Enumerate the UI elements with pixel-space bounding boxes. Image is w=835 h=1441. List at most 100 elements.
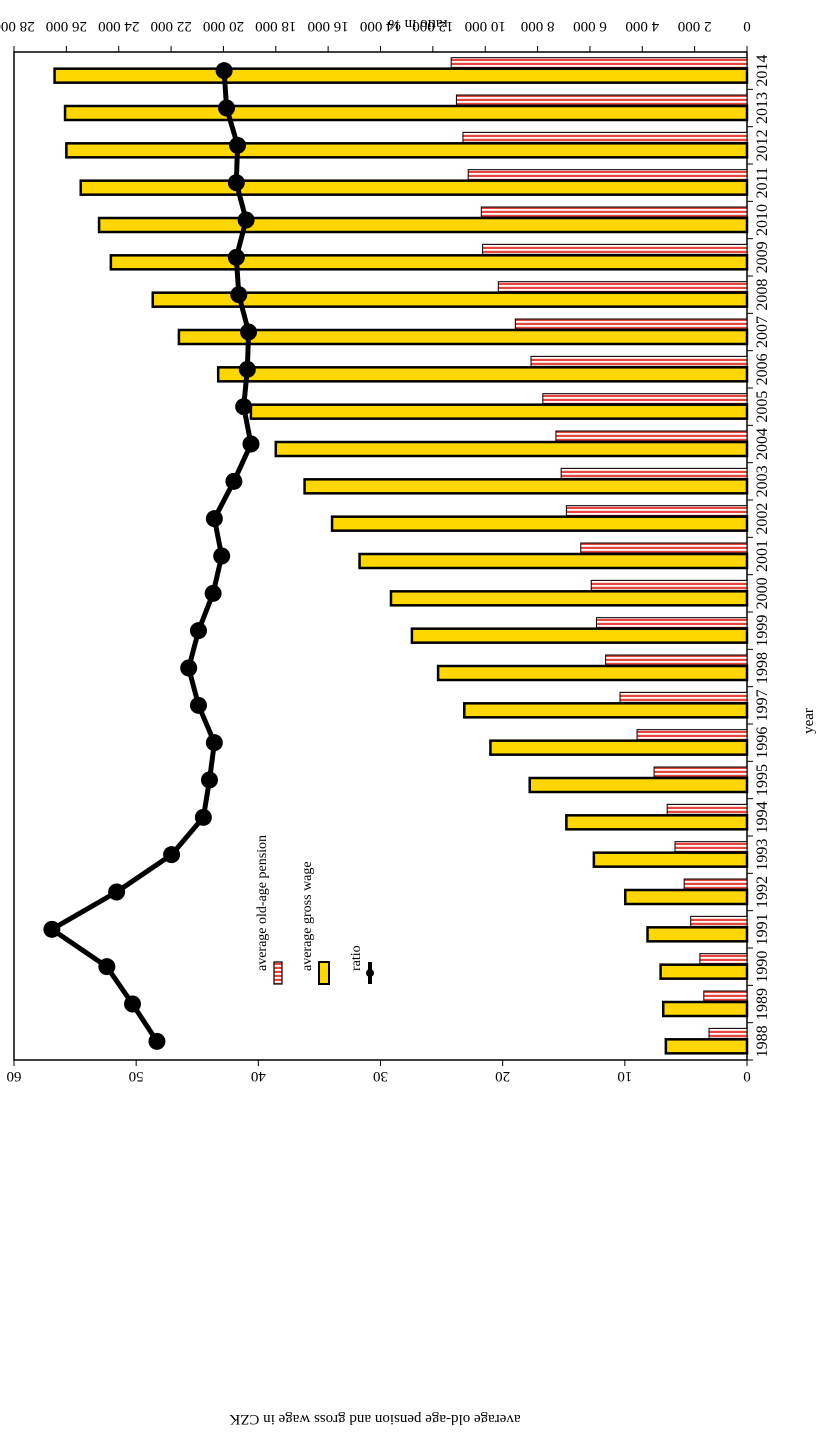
ratio-point-2002 bbox=[205, 510, 223, 528]
bar-wage-2002 bbox=[330, 515, 749, 532]
bar-pension-1997 bbox=[619, 691, 748, 703]
legend-label-pension: average old-age pension bbox=[255, 835, 270, 971]
x-tick-label-1996: 1996 bbox=[754, 727, 771, 759]
bar-pension-2010 bbox=[480, 206, 748, 218]
ratio-point-1991 bbox=[43, 920, 61, 938]
bar-wage-2001 bbox=[358, 552, 749, 570]
legend-swatch-pension bbox=[273, 961, 283, 985]
y-tick-label-2: 4 000 bbox=[625, 18, 659, 34]
y-tick-label-5: 10 000 bbox=[465, 18, 506, 34]
bar-pension-1995 bbox=[653, 766, 748, 778]
y-tick-label-9: 18 000 bbox=[255, 18, 296, 34]
bar-wage-1997 bbox=[463, 702, 749, 719]
ratio-point-2012 bbox=[229, 136, 247, 154]
bar-pension-2003 bbox=[560, 467, 748, 479]
y-tick-label-13: 26 000 bbox=[46, 18, 87, 34]
x-tick-label-2013: 2013 bbox=[754, 92, 771, 124]
y-tick-label-14: 28 000 bbox=[0, 18, 35, 34]
bar-wage-2011 bbox=[79, 179, 749, 196]
x-tick-label-1991: 1991 bbox=[754, 913, 771, 945]
bar-wage-2007 bbox=[177, 328, 749, 346]
y2-tick-label-2: 20 bbox=[495, 1068, 510, 1084]
bar-pension-1989 bbox=[703, 990, 748, 1002]
y2-tick-label-1: 10 bbox=[617, 1068, 632, 1084]
ratio-point-2000 bbox=[204, 584, 222, 602]
ratio-point-1989 bbox=[124, 995, 142, 1013]
x-tick-label-2001: 2001 bbox=[754, 540, 771, 572]
ratio-point-1999 bbox=[189, 622, 207, 640]
x-tick-label-2003: 2003 bbox=[754, 465, 771, 497]
y-tick-label-10: 20 000 bbox=[203, 18, 244, 34]
bar-pension-2008 bbox=[497, 281, 748, 293]
x-tick-label-2009: 2009 bbox=[754, 241, 771, 273]
bar-pension-2014 bbox=[450, 57, 748, 69]
ratio-point-1990 bbox=[98, 958, 116, 976]
ratio-point-2005 bbox=[235, 398, 253, 416]
ratio-point-2013 bbox=[218, 99, 236, 117]
x-tick-label-2012: 2012 bbox=[754, 129, 771, 161]
legend: average old-age pension average gross wa… bbox=[255, 835, 374, 985]
bar-wage-1991 bbox=[646, 926, 749, 943]
chart-rotation-group: 0 2 000 4 000 6 000 8 000 10 000 12 000 14 000 1… bbox=[0, 16, 817, 1427]
bar-wage-2003 bbox=[303, 478, 749, 495]
bar-wage-1999 bbox=[410, 627, 749, 644]
y-tick-label-0: 0 bbox=[743, 18, 751, 34]
bar-pension-2009 bbox=[482, 243, 748, 255]
x-tick-label-2011: 2011 bbox=[754, 167, 771, 198]
bar-pension-1993 bbox=[674, 841, 748, 853]
ratio-point-1996 bbox=[205, 734, 223, 752]
ratio-point-2011 bbox=[227, 174, 245, 192]
x-tick-label-1994: 1994 bbox=[754, 801, 771, 833]
bar-pension-2007 bbox=[514, 318, 748, 330]
x-tick-label-1999: 1999 bbox=[754, 615, 771, 647]
bar-wage-2013 bbox=[63, 104, 749, 122]
legend-label-ratio: ratio bbox=[349, 945, 364, 971]
legend-label-wage: average gross wage bbox=[300, 861, 315, 971]
x-tick-label-2000: 2000 bbox=[754, 577, 771, 609]
x-tick-label-2005: 2005 bbox=[754, 391, 771, 423]
bar-pension-1999 bbox=[595, 617, 748, 629]
bar-pension-1990 bbox=[699, 953, 748, 965]
bar-pension-2006 bbox=[530, 355, 748, 367]
x-tick-label-2014: 2014 bbox=[754, 55, 771, 87]
x-tick-label-2004: 2004 bbox=[754, 428, 771, 460]
x-tick-label-1989: 1989 bbox=[754, 988, 771, 1020]
ratio-point-2004 bbox=[242, 435, 260, 453]
y-tick-label-11: 22 000 bbox=[150, 18, 191, 34]
bar-pension-1992 bbox=[683, 878, 748, 890]
bar-pension-1988 bbox=[708, 1027, 748, 1039]
y2-tick-label-4: 40 bbox=[251, 1068, 266, 1084]
bar-wage-1989 bbox=[661, 1000, 749, 1018]
bar-wage-1996 bbox=[489, 739, 749, 756]
ratio-point-1993 bbox=[163, 846, 181, 864]
ratio-point-1998 bbox=[180, 659, 198, 677]
y-tick-label-4: 8 000 bbox=[521, 18, 555, 34]
y-tick-label-3: 6 000 bbox=[573, 18, 607, 34]
bar-wage-1994 bbox=[565, 814, 749, 831]
x-tick-label-2008: 2008 bbox=[754, 279, 771, 311]
x-tick-label-2002: 2002 bbox=[754, 503, 771, 535]
bar-wage-2014 bbox=[53, 67, 749, 84]
y-tick-label-12: 24 000 bbox=[98, 18, 139, 34]
bar-wage-1992 bbox=[624, 888, 749, 906]
y2-tick-label-6: 60 bbox=[7, 1068, 22, 1084]
y-tick-label-6: 12 000 bbox=[412, 18, 453, 34]
bar-wage-1998 bbox=[436, 664, 749, 682]
x-tick-label-1988: 1988 bbox=[754, 1025, 771, 1057]
y2-axis-title: ratio in % bbox=[388, 16, 447, 32]
bar-wage-1993 bbox=[592, 851, 749, 868]
y2-tick-label-5: 50 bbox=[129, 1068, 144, 1084]
ratio-point-1992 bbox=[108, 883, 126, 901]
bar-pension-2011 bbox=[467, 169, 748, 181]
ratio-point-2003 bbox=[225, 472, 243, 490]
bar-pension-2002 bbox=[565, 505, 748, 517]
bar-wage-2008 bbox=[151, 291, 749, 308]
bar-wage-2006 bbox=[216, 366, 749, 383]
x-axis-title: year bbox=[801, 708, 817, 734]
bar-wage-2010 bbox=[97, 216, 749, 234]
ratio-point-1994 bbox=[194, 808, 212, 826]
ratio-point-2009 bbox=[227, 248, 245, 266]
ratio-point-2010 bbox=[237, 211, 255, 229]
